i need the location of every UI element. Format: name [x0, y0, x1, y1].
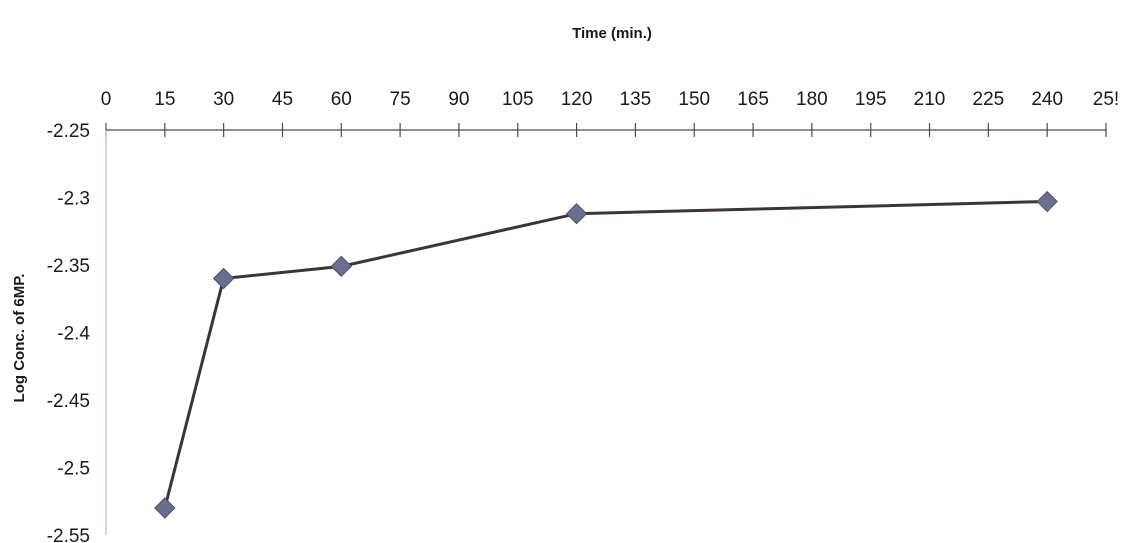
data-point-marker [154, 497, 176, 519]
x-tick-label: 165 [737, 89, 769, 110]
data-point-marker [1036, 190, 1058, 213]
series-1 [154, 190, 1058, 519]
x-tick-label: 150 [678, 89, 710, 110]
y-tick-label: -2.3 [57, 189, 90, 210]
x-tick-label: 15 [154, 89, 175, 110]
x-tick-label: 30 [213, 89, 234, 110]
x-tick-label: 225 [973, 89, 1005, 110]
y-tick-label: -2.4 [57, 324, 90, 345]
y-tick-label: -2.5 [57, 459, 90, 480]
x-tick-label: 75 [390, 89, 411, 110]
x-tick-label: 105 [502, 89, 534, 110]
x-tick-label: 180 [796, 89, 828, 110]
x-tick-label: 240 [1031, 89, 1063, 110]
x-tick-label: 210 [914, 89, 946, 110]
data-point-marker [212, 267, 235, 290]
y-tick-label: -2.55 [47, 526, 90, 543]
y-axis-tick-labels: -2.25 -2.3 -2.35 -2.4 -2.45 -2.5 -2.55 [47, 121, 91, 543]
y-tick-label: -2.25 [47, 121, 90, 142]
y-tick-label: -2.45 [47, 391, 90, 412]
x-tick-label: 135 [620, 89, 652, 110]
series-line [163, 200, 1048, 509]
x-tick-label: 195 [855, 89, 887, 110]
y-axis-title: Log Conc. of 6MP. [11, 274, 28, 403]
x-tick-label: 120 [561, 89, 593, 110]
x-tick-label: 25! [1093, 89, 1119, 110]
x-axis-tick-labels: 0 15 30 45 60 75 90 105 120 135 150 165 180 195 210 225… [101, 89, 1120, 110]
x-tick-label: 60 [331, 89, 352, 110]
data-point-marker [330, 255, 353, 278]
y-tick-label: -2.35 [47, 256, 90, 277]
x-tick-label: 45 [272, 89, 293, 110]
x-axis-title: Time (min.) [572, 25, 652, 42]
x-tick-label: 0 [101, 89, 112, 110]
x-tick-label: 90 [448, 89, 469, 110]
data-point-marker [565, 202, 588, 225]
